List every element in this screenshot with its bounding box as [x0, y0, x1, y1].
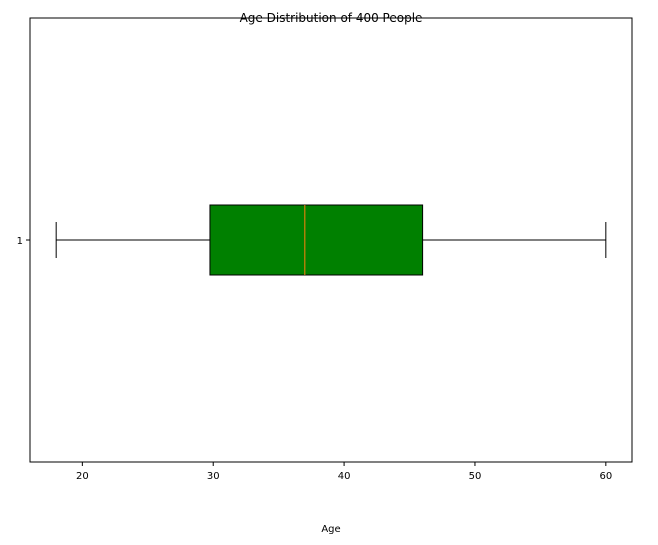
x-axis-ticks: 20 30 40 50 60	[76, 462, 612, 482]
y-axis-ticks: 1	[17, 236, 30, 247]
plot-marks	[55, 204, 607, 276]
iqr-box	[209, 204, 424, 276]
x-tick-label: 30	[207, 471, 220, 482]
x-axis-label: Age	[321, 524, 340, 535]
x-tick-label: 20	[76, 471, 89, 482]
x-tick-label: 40	[338, 471, 351, 482]
x-tick-label: 50	[469, 471, 482, 482]
y-tick-label: 1	[17, 236, 23, 247]
x-tick-label: 60	[599, 471, 612, 482]
